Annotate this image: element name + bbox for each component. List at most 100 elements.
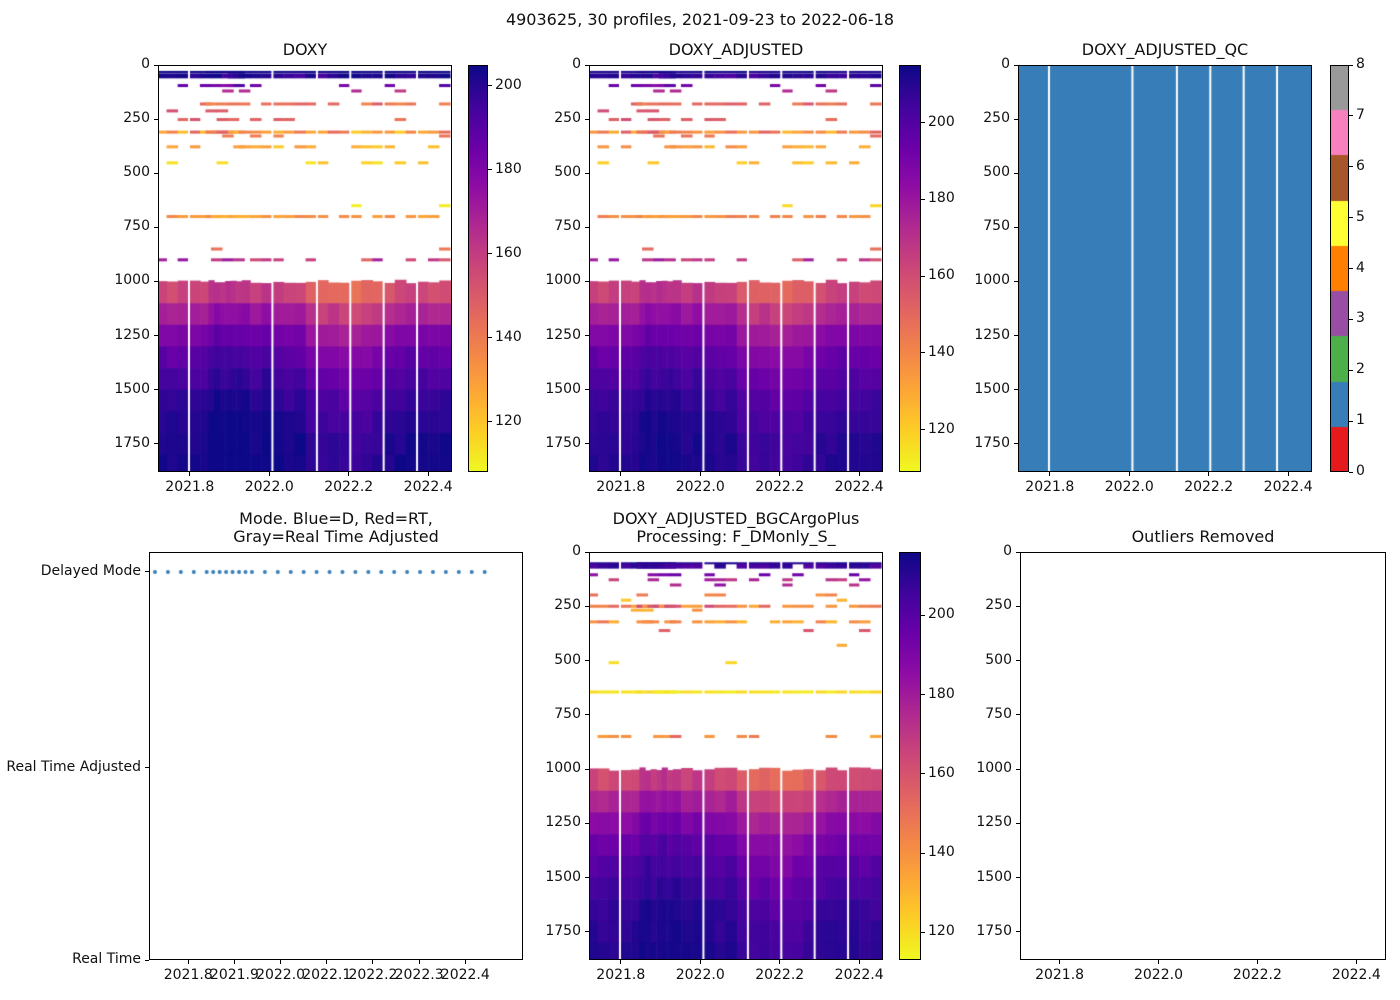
y-tick-mark: [1016, 877, 1020, 879]
x-tick-label: 2022.2: [1184, 479, 1234, 495]
y-tick-label: Delayed Mode: [40, 562, 141, 579]
y-tick-label: 1250: [976, 814, 1012, 831]
y-tick-mark: [154, 172, 158, 174]
colorbar-tick-label: 140: [928, 343, 955, 360]
x-tick-mark: [280, 960, 282, 964]
axes-title-mode: Mode. Blue=D, Red=RT, Gray=Real Time Adj…: [233, 509, 439, 546]
colorbar-tick-label: 140: [495, 328, 522, 345]
colorbar-tick-mark: [1349, 369, 1353, 371]
colorbar-tick-label: 160: [495, 244, 522, 261]
y-tick-label: 250: [123, 110, 150, 127]
y-tick-mark: [1014, 443, 1018, 445]
colorbar-tick-mark: [921, 773, 925, 775]
y-tick-label: 1000: [974, 272, 1010, 289]
colorbar-tick-mark: [488, 85, 492, 87]
colorbar-tick-mark: [1349, 64, 1353, 66]
y-tick-label: 250: [554, 110, 581, 127]
x-tick-mark: [348, 472, 350, 476]
y-tick-mark: [585, 389, 589, 391]
x-tick-mark: [1208, 472, 1210, 476]
y-tick-label: 0: [572, 56, 581, 72]
x-tick-label: 2022.4: [1331, 967, 1381, 983]
colorbar-tick-mark: [921, 198, 925, 200]
x-tick-mark: [858, 472, 860, 476]
colorbar-tick-label: 5: [1356, 208, 1365, 225]
mode-scatter-canvas: [149, 552, 523, 960]
x-tick-label: 2022.0: [1104, 479, 1154, 495]
y-tick-label: 1750: [545, 434, 581, 451]
y-tick-mark: [585, 931, 589, 933]
x-tick-mark: [189, 472, 191, 476]
colorbar-tick-label: 160: [928, 267, 955, 284]
x-tick-mark: [1128, 472, 1130, 476]
colorbar-tick-mark: [1349, 115, 1353, 117]
colorbar-tick-mark: [488, 421, 492, 423]
y-tick-mark: [585, 118, 589, 120]
y-tick-label: 1750: [545, 922, 581, 939]
y-tick-label: 1500: [974, 380, 1010, 397]
x-tick-mark: [699, 472, 701, 476]
colorbar-tick-mark: [1349, 420, 1353, 422]
y-tick-label: 750: [554, 218, 581, 235]
colorbar-tick-mark: [1349, 166, 1353, 168]
x-tick-label: 2022.4: [403, 479, 453, 495]
y-tick-mark: [585, 280, 589, 282]
y-tick-mark: [145, 571, 149, 573]
x-tick-label: 2021.8: [596, 479, 646, 495]
colorbar-tick-mark: [921, 429, 925, 431]
y-tick-mark: [585, 551, 589, 553]
y-tick-mark: [154, 64, 158, 66]
colorbar-tick-label: 120: [495, 412, 522, 429]
x-tick-label: 2022.0: [675, 967, 725, 983]
y-tick-label: 1500: [545, 380, 581, 397]
x-tick-label: 2021.8: [163, 967, 213, 983]
y-tick-label: 750: [983, 218, 1010, 235]
y-tick-mark: [585, 714, 589, 716]
y-tick-label: 500: [985, 651, 1012, 668]
x-tick-label: 2022.0: [675, 479, 725, 495]
y-tick-label: 250: [985, 597, 1012, 614]
y-tick-label: 1250: [545, 326, 581, 343]
qc-flag-canvas: [1018, 65, 1312, 472]
y-tick-label: 500: [554, 651, 581, 668]
y-tick-label: Real Time: [72, 951, 141, 967]
y-tick-label: 0: [1003, 543, 1012, 559]
y-tick-label: 1250: [974, 326, 1010, 343]
y-tick-mark: [585, 660, 589, 661]
colorbar-tick-label: 180: [495, 160, 522, 177]
y-tick-mark: [1014, 335, 1018, 337]
y-tick-label: 0: [1001, 56, 1010, 72]
y-tick-label: 1000: [545, 272, 581, 289]
x-tick-label: 2022.4: [1263, 479, 1313, 495]
x-tick-label: 2022.0: [256, 967, 306, 983]
y-tick-label: 250: [983, 110, 1010, 127]
x-tick-label: 2021.8: [1035, 967, 1085, 983]
x-tick-label: 2021.8: [1025, 479, 1075, 495]
doxy-adjusted-heatmap-canvas: [589, 65, 883, 472]
y-tick-label: Real Time Adjusted: [6, 758, 141, 775]
y-tick-label: 1250: [114, 326, 150, 343]
x-tick-label: 2021.8: [165, 479, 215, 495]
x-tick-label: 2022.0: [244, 479, 294, 495]
outliers-canvas: [1020, 552, 1386, 960]
x-tick-mark: [1157, 960, 1159, 964]
y-tick-label: 0: [141, 56, 150, 72]
x-tick-mark: [1049, 472, 1051, 476]
x-tick-label: 2021.9: [209, 967, 259, 983]
y-tick-mark: [585, 172, 589, 174]
y-tick-mark: [154, 226, 158, 228]
y-tick-mark: [1014, 64, 1018, 66]
y-tick-mark: [585, 877, 589, 879]
colorbar-tick-label: 4: [1356, 259, 1365, 276]
colorbar-tick-label: 120: [928, 420, 955, 437]
y-tick-mark: [585, 822, 589, 824]
y-tick-label: 1250: [545, 814, 581, 831]
x-tick-mark: [1287, 472, 1289, 476]
x-tick-mark: [418, 960, 420, 964]
x-tick-mark: [326, 960, 328, 964]
x-tick-mark: [187, 960, 189, 964]
bgc-heatmap-canvas: [589, 552, 883, 960]
x-tick-mark: [427, 472, 429, 476]
y-tick-label: 1750: [974, 434, 1010, 451]
x-tick-label: 2022.1: [302, 967, 352, 983]
